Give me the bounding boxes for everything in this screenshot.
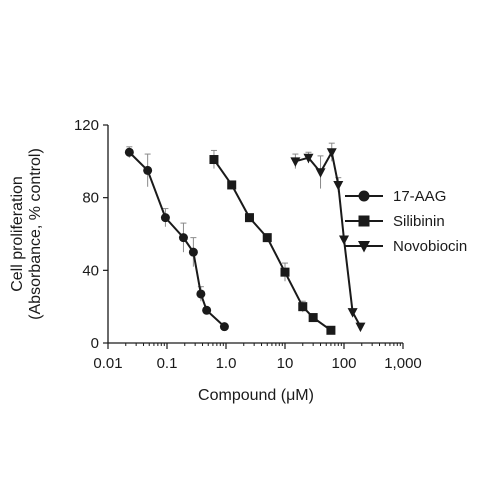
data-point [326, 148, 337, 158]
data-point [280, 267, 290, 277]
data-point [196, 289, 206, 299]
x-tick-label: 10 [277, 355, 294, 372]
data-point [355, 322, 366, 333]
series-line [128, 151, 226, 328]
data-point [315, 168, 326, 178]
data-point [227, 180, 237, 190]
x-tick-label: 100 [331, 355, 356, 372]
series-line [295, 149, 362, 328]
data-point [178, 233, 188, 243]
data-point [244, 213, 254, 223]
legend: 17-AAG Silibinin Novobiocin [345, 188, 467, 255]
data-point [326, 325, 336, 335]
x-tick-label: 1.0 [216, 355, 237, 372]
x-axis-title: Compound (μM) [198, 387, 314, 404]
legend-item-silibinin: Silibinin [345, 213, 445, 230]
data-point [298, 302, 308, 312]
legend-marker [358, 241, 370, 253]
data-point [209, 155, 219, 165]
data-point [262, 233, 272, 243]
legend-label: Novobiocin [393, 238, 467, 255]
y-tick-label: 80 [82, 190, 99, 207]
data-point [219, 322, 229, 332]
data-point [290, 157, 301, 167]
data-point [124, 147, 134, 157]
data-point [308, 313, 318, 323]
axes: 0 40 80 120 0.01 0.1 1.0 10 100 1,000 [74, 117, 422, 372]
data-point [303, 153, 314, 164]
x-tick-label: 1,000 [384, 355, 422, 372]
data-point [160, 213, 170, 223]
legend-marker [358, 190, 370, 202]
x-tick-label: 0.01 [93, 355, 122, 372]
series-layer [124, 142, 366, 335]
data-point [143, 165, 153, 175]
legend-item-novobiocin: Novobiocin [345, 238, 467, 255]
data-point [347, 308, 358, 318]
x-tick-label: 0.1 [157, 355, 178, 372]
series-17-aag [124, 146, 229, 332]
y-tick-label: 0 [91, 335, 99, 352]
legend-item-17-aag: 17-AAG [345, 188, 446, 205]
legend-marker [358, 215, 370, 227]
series-silibinin [209, 149, 336, 335]
y-tick-label: 40 [82, 262, 99, 279]
y-axis-title-line-1: Cell proliferation [9, 176, 26, 292]
legend-label: 17-AAG [393, 188, 446, 205]
data-point [339, 235, 349, 245]
y-tick-label: 120 [74, 117, 99, 134]
data-point [188, 247, 198, 257]
data-point [333, 180, 344, 191]
legend-label: Silibinin [393, 213, 445, 230]
y-axis-title-line-2: (Absorbance, % control) [27, 148, 44, 320]
series-novobiocin [290, 142, 366, 333]
data-point [202, 305, 212, 315]
